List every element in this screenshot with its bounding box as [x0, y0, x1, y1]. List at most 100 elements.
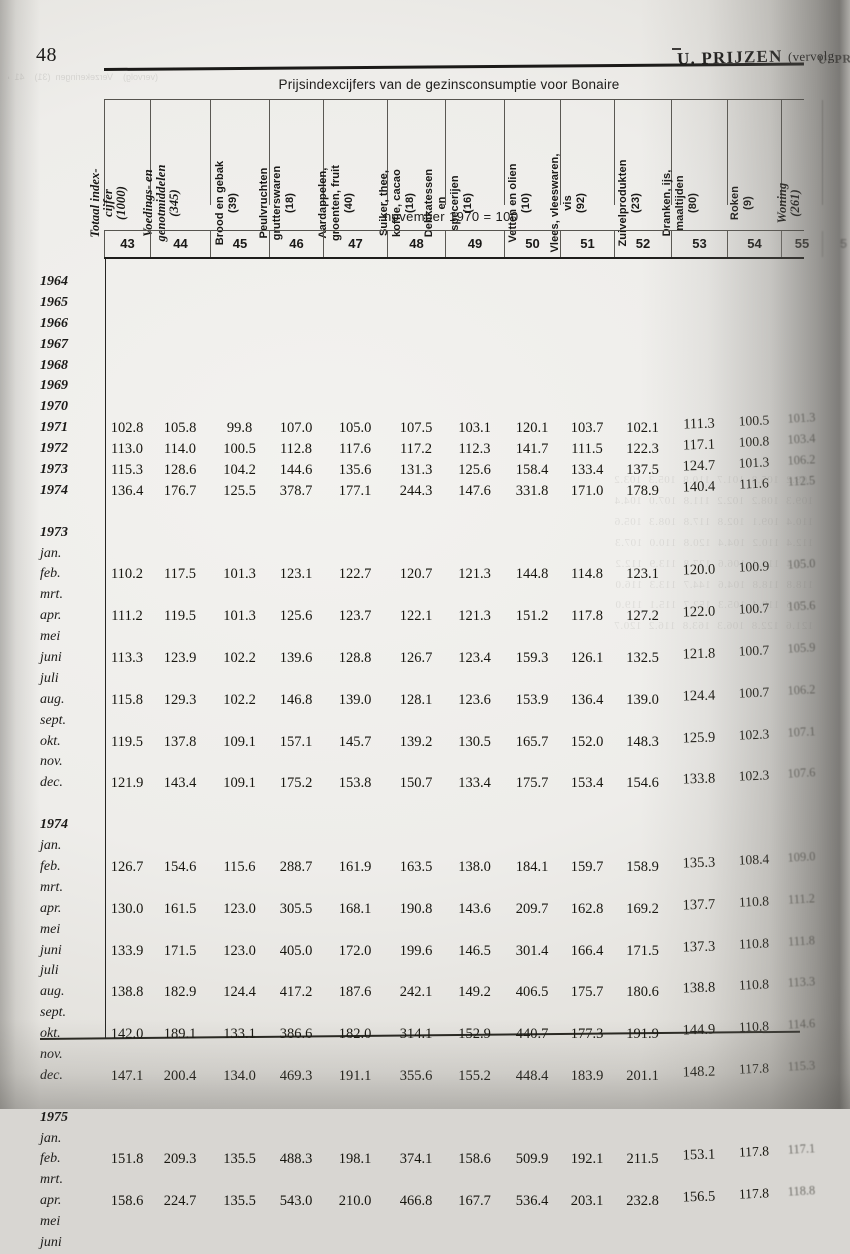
table-cell: 143.4 — [163, 775, 197, 792]
table-row — [104, 523, 816, 544]
column-number-44: 44 — [150, 231, 210, 257]
row-label: feb. — [40, 566, 61, 582]
table-cell: 111.3 — [682, 415, 715, 433]
table-cell: 136.4 — [110, 482, 144, 499]
row-label: sept. — [40, 1005, 67, 1021]
table-cell: 133.8 — [682, 770, 716, 788]
table-cell: 131.3 — [399, 462, 433, 479]
table-cell: 100.5 — [223, 441, 256, 458]
table-row — [104, 1233, 816, 1254]
stub-vertical-rule — [105, 259, 106, 1039]
column-number-48: 48 — [387, 231, 445, 257]
table-row: 151.8 209.3 135.5 488.3 198.1 374.1 158.6 509.9… — [104, 1142, 816, 1170]
table-cell: 139.0 — [626, 691, 659, 708]
table-cell: 101.3 — [223, 566, 256, 583]
table-cell: 110.8 — [738, 934, 770, 952]
table-row — [104, 1108, 816, 1129]
table-cell: 130.5 — [458, 733, 491, 750]
table-cell: 153.8 — [338, 775, 372, 792]
table-cell: 126.7 — [399, 650, 433, 667]
base-period-rule — [104, 230, 804, 231]
table-cell: 100.5 — [738, 412, 770, 429]
table-cell: 107.6 — [787, 765, 816, 782]
table-cell: 509.9 — [515, 1151, 549, 1168]
table-cell: 117.2 — [399, 441, 433, 458]
column-number-52: 52 — [614, 231, 671, 257]
table-row: 147.1 200.4 134.0 469.3 191.1 355.6 155.2 448.4… — [104, 1058, 816, 1087]
row-label: 1970 — [40, 399, 68, 415]
table-row — [104, 502, 816, 523]
row-label: juni — [40, 650, 62, 666]
table-cell: 135.6 — [338, 462, 372, 479]
table-cell: 100.9 — [738, 558, 770, 576]
row-label: 1974 — [40, 482, 68, 498]
table-cell: 105.0 — [338, 420, 372, 437]
table-cell: 156.5 — [682, 1188, 716, 1206]
table-cell: 107.0 — [279, 420, 313, 437]
table-cell: 117.5 — [163, 566, 197, 583]
table-cell: 157.1 — [279, 733, 313, 750]
table-cell: 119.5 — [163, 608, 197, 625]
table-cell: 175.7 — [570, 984, 604, 1001]
table-row: 121.9 143.4 109.1 175.2 153.8 150.7 133.4 175.7… — [104, 766, 816, 794]
table-cell: 242.1 — [399, 984, 433, 1001]
table-cell: 117.8 — [738, 1060, 770, 1077]
table-cell: 125.5 — [223, 482, 256, 499]
row-label: mei — [40, 1214, 61, 1230]
column-number-50: 50 — [504, 231, 560, 257]
table-cell: 158.6 — [458, 1151, 491, 1168]
row-label: okt. — [40, 1026, 61, 1042]
column-number-rule — [104, 257, 804, 259]
table-title: Prijsindexcijfers van de gezinsconsumpti… — [278, 77, 620, 92]
table-cell: 133.1 — [223, 1026, 256, 1043]
column-header-50: Vetten en olien (10) — [504, 100, 560, 243]
table-cell: 110.8 — [738, 976, 770, 993]
row-label-spacer — [40, 1087, 102, 1108]
table-cell: 198.1 — [338, 1151, 372, 1168]
table-cell: 113.3 — [787, 974, 816, 990]
column-header-44: Voedings- en genotmiddelen (345) — [141, 100, 210, 242]
table-cell: 209.3 — [163, 1151, 197, 1168]
table-cell: 123.6 — [458, 691, 491, 708]
table-cell: 137.8 — [163, 733, 197, 750]
table-cell: 137.7 — [682, 896, 716, 914]
row-label: mei — [40, 629, 61, 645]
table-cell: 172.0 — [338, 942, 372, 959]
table-cell: 301.4 — [515, 942, 549, 959]
row-label: nov. — [40, 754, 63, 770]
table-cell: 111.5 — [571, 441, 603, 458]
row-label: 1975 — [40, 1109, 68, 1125]
table-cell: 177.3 — [570, 1026, 604, 1043]
table-cell: 100.8 — [738, 433, 770, 450]
table-cell: 314.1 — [399, 1026, 433, 1043]
row-label: jan. — [40, 545, 62, 561]
table-row — [104, 376, 816, 397]
table-cell: 151.8 — [110, 1151, 144, 1168]
table-cell: 159.3 — [515, 650, 549, 667]
table-cell: 122.7 — [338, 566, 372, 583]
table-row: 158.6 224.7 135.5 543.0 210.0 466.8 167.7 536.4… — [104, 1183, 816, 1212]
column-header-46: Peulvruchten grutterswaren (18) — [258, 100, 323, 240]
table-cell: 115.3 — [110, 462, 144, 479]
table-cell: 161.5 — [163, 900, 197, 917]
table-cell: 386.6 — [279, 1026, 313, 1043]
table-cell: 148.2 — [682, 1063, 716, 1081]
row-label: apr. — [40, 1193, 62, 1209]
table-cell: 123.1 — [626, 566, 659, 583]
row-label: 1972 — [40, 441, 68, 457]
table-cell: 374.1 — [399, 1151, 433, 1168]
table-cell: 142.0 — [110, 1026, 144, 1043]
table-cell: 191.9 — [626, 1026, 659, 1043]
table-cell: 151.2 — [515, 608, 549, 625]
table-cell: 180.6 — [626, 984, 659, 1001]
table-cell: 211.5 — [626, 1151, 659, 1168]
row-label-spacer — [40, 502, 102, 523]
table-row: 138.8 182.9 124.4 417.2 187.6 242.1 149.2 406.5… — [104, 975, 816, 1003]
table-row — [104, 815, 816, 836]
row-label: 1974 — [40, 817, 68, 833]
table-cell: 150.7 — [399, 775, 433, 792]
column-number-5: 5 — [822, 231, 850, 257]
table-cell: 168.1 — [338, 900, 372, 917]
table-cell: 119.5 — [110, 733, 144, 750]
table-cell: 145.7 — [338, 733, 372, 750]
